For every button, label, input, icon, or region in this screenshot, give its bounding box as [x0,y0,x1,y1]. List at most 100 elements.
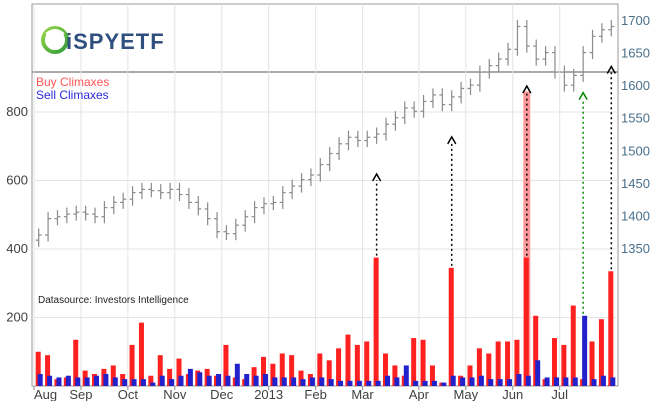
price-bar [195,195,202,216]
buy-climax-bar [35,351,41,386]
logo-text: iSPYETF [66,29,165,54]
price-bar [467,78,474,95]
buy-climax-bar [411,338,417,386]
sell-climax-bar [394,377,400,386]
sell-climax-bar [441,382,447,386]
right-tick-label: 1550 [621,111,650,126]
legend-sell-climaxes: Sell Climaxes [36,88,109,102]
price-bars [35,20,615,247]
price-bar [561,65,568,92]
price-bar [429,88,436,108]
price-bar [383,117,390,141]
price-bar [598,23,605,43]
sell-climax-bar [197,372,203,386]
sell-climax-bar [253,375,259,386]
price-bar [35,228,42,247]
buy-climax-bar [608,271,614,386]
buy-climax-bar [486,353,492,386]
x-tick-label: Jun [502,387,523,401]
sell-climax-bar [431,380,437,386]
price-bar [204,202,211,226]
price-bar [167,182,174,200]
sell-climax-bar [122,379,128,386]
price-bar [364,130,371,148]
sell-climax-bar [553,377,559,386]
price-bar [533,39,540,66]
sell-climax-bar [338,380,344,386]
buy-climax-bar [476,348,482,386]
buy-climax-bar [505,341,511,386]
buy-climax-bar [289,355,295,386]
sell-climax-bar [47,375,53,386]
price-bar [373,127,380,144]
sell-climax-bar [469,377,475,386]
x-tick-label: Dec [210,387,234,401]
price-bar [392,111,399,131]
x-tick-label: Nov [163,387,187,401]
price-bar [401,101,408,125]
sell-climax-bar [413,380,419,386]
sell-climax-bar [187,368,193,386]
sell-climax-bar [150,382,156,386]
price-bar [101,201,108,224]
price-bar [317,158,324,182]
sell-climax-bar [103,374,109,386]
left-axis: 400 600 800 200 [6,104,28,325]
price-bar [82,205,89,221]
buy-climax-bar [336,348,342,386]
price-bar [307,168,314,187]
sell-climax-bar [497,379,503,386]
right-tick-label: 1500 [621,143,650,158]
sell-climax-bar [300,379,306,386]
sell-climax-bar [159,375,165,386]
legend: Buy Climaxes Sell Climaxes [36,75,109,102]
dotted-arrow-annotation [522,84,532,256]
sell-climax-bar [535,360,541,386]
sell-climax-bar [94,375,100,386]
buy-climax-bar [298,370,304,386]
logo: iSPYETF [41,26,165,54]
sell-climax-bar [582,315,588,386]
sell-climax-bar [131,379,137,386]
sell-climax-bar [225,375,231,386]
price-bar [476,65,483,92]
buy-climax-bar [570,305,576,386]
sell-climax-bar [206,375,212,386]
sell-climax-bar [516,374,522,386]
price-bar [92,207,99,224]
left-tick-label: 400 [6,241,28,256]
price-bar [326,147,333,172]
buy-climax-bar [129,344,135,386]
buy-climax-bar [345,334,351,386]
buy-climax-bar [514,339,520,386]
sell-climax-bar [178,375,184,386]
buy-climax-bar [354,344,360,386]
buy-climax-bar [533,315,539,386]
price-bar [223,225,230,241]
buy-climax-bar [589,341,595,386]
right-tick-label: 1650 [621,46,650,61]
price-bar [551,46,558,79]
left-tick-label: 200 [6,310,28,325]
price-bar [354,130,361,148]
annotation-arrows [371,65,616,314]
price-bar [289,179,296,200]
price-bar [45,212,52,242]
sell-climax-bar [507,379,513,386]
sell-climax-bar [600,375,606,386]
sell-climax-bar [112,377,118,386]
sell-climax-bar [140,379,146,386]
x-tick-label: Jul [551,387,568,401]
price-bar [298,173,305,193]
buy-climax-bar [260,356,266,386]
sell-climax-bar [610,377,616,386]
price-bar [589,29,596,60]
x-tick-label: Oct [118,387,139,401]
sell-climax-bar [244,374,250,386]
sell-climax-bar [234,363,240,386]
price-bar [176,182,183,202]
buy-climax-bar [317,353,323,386]
price-bar [542,46,549,66]
sell-climax-bar [375,380,381,386]
